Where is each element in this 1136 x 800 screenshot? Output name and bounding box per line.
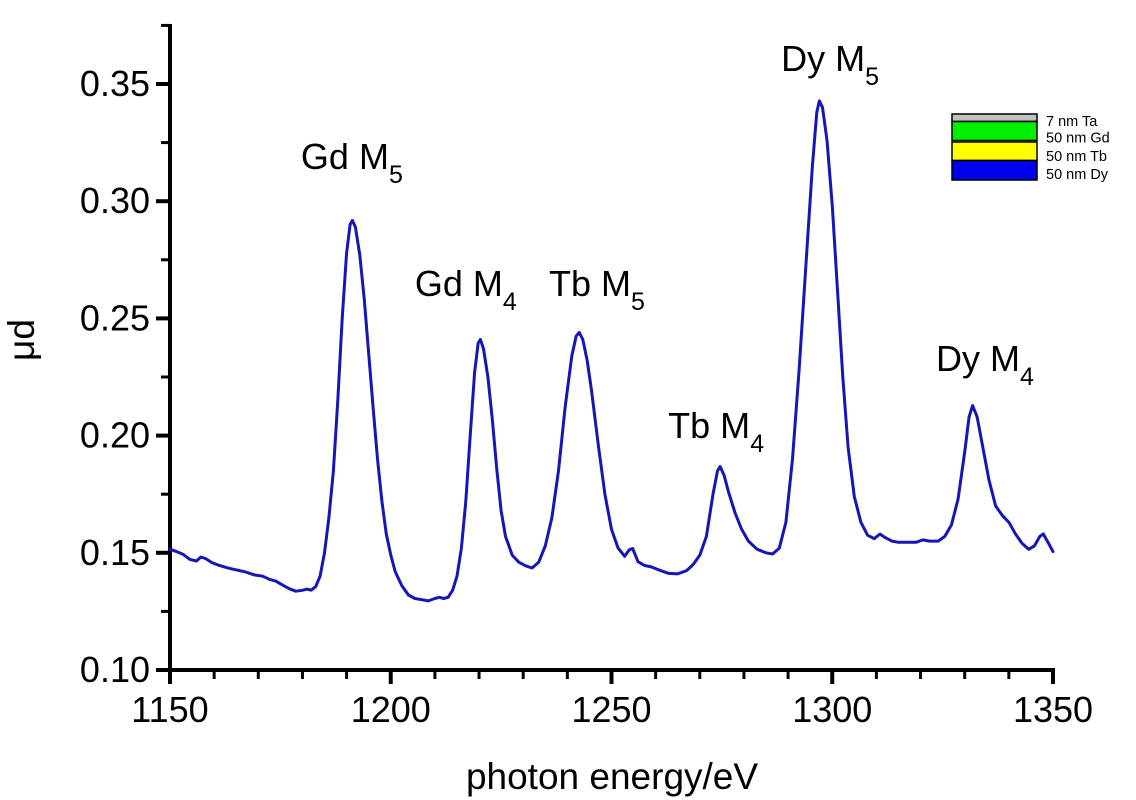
peak-label-subscript-tb-m5: 5 — [631, 288, 645, 316]
x-tick-label: 1200 — [351, 689, 431, 730]
peak-label-dy-m4: Dy M4 — [936, 338, 1034, 391]
legend-layer-label-2: 50 nm Gd — [1046, 131, 1110, 147]
peak-label-subscript-gd-m5: 5 — [389, 161, 403, 189]
legend-layer-label-3: 50 nm Tb — [1046, 149, 1107, 165]
y-tick-label: 0.30 — [80, 180, 150, 221]
peak-label-tb-m4: Tb M4 — [668, 405, 764, 458]
x-tick-label: 1250 — [571, 689, 651, 730]
peak-label-subscript-tb-m4: 4 — [750, 430, 764, 458]
peak-label-gd-m4: Gd M4 — [415, 263, 517, 316]
legend-layer-swatch-3 — [951, 141, 1038, 162]
peak-label-tb-m5: Tb M5 — [549, 263, 645, 316]
spectrum-curve — [168, 99, 1055, 603]
peak-label-subscript-dy-m5: 5 — [865, 63, 879, 91]
peak-label-subscript-dy-m4: 4 — [1020, 363, 1034, 391]
peak-label-gd-m5: Gd M5 — [301, 136, 403, 189]
x-tick-label: 1300 — [792, 689, 872, 730]
y-axis-title: μd — [1, 319, 42, 361]
x-tick-label: 1350 — [1013, 689, 1093, 730]
chart-generated-content: 0.10 0.15 0.20 0.25 0.30 0.35 1150 1200 1250 1300… — [80, 23, 1110, 730]
legend-layer-swatch-4 — [951, 159, 1038, 181]
legend-layer-swatch-1 — [951, 113, 1038, 123]
y-tick-label: 0.20 — [80, 415, 150, 456]
legend-layer-label-1: 7 nm Ta — [1046, 114, 1098, 130]
y-tick-label: 0.10 — [80, 649, 150, 690]
y-tick-label: 0.15 — [80, 532, 150, 573]
peak-label-dy-m5: Dy M5 — [781, 38, 879, 91]
y-tick-label: 0.25 — [80, 297, 150, 338]
peak-label-subscript-gd-m4: 4 — [503, 288, 517, 316]
x-tick-label: 1150 — [131, 689, 208, 730]
y-tick-label: 0.35 — [80, 63, 150, 104]
legend-layer-label-4: 50 nm Dy — [1046, 167, 1109, 183]
x-axis-title: photon energy/eV — [466, 756, 758, 797]
legend-layer-swatch-2 — [951, 120, 1038, 142]
